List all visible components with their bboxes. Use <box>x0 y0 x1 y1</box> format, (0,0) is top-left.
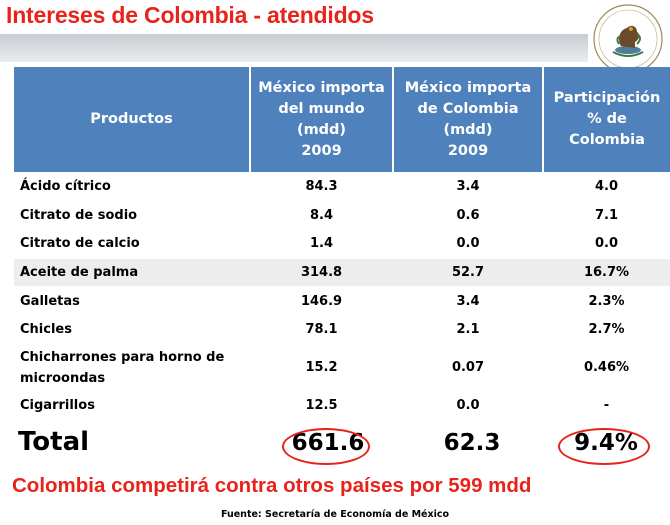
mexican-seal-icon <box>593 4 663 74</box>
colombia-value-cell: 0.0 <box>393 391 543 421</box>
colombia-value-cell: 3.4 <box>393 286 543 316</box>
world-value-cell: 12.5 <box>250 391 393 421</box>
imports-table: Productos México importa del mundo (mdd) 20… <box>14 67 670 421</box>
table-row: Aceite de palma 314.8 52.7 16.7% <box>14 258 670 288</box>
colombia-value-cell: 52.7 <box>393 258 543 288</box>
colombia-value-cell: 0.07 <box>393 344 543 392</box>
product-cell: Chicharrones para horno de microondas <box>14 344 250 392</box>
highlight-circle-world-total <box>282 428 370 465</box>
product-cell: Citrato de calcio <box>14 229 250 259</box>
world-value-cell: 78.1 <box>250 315 393 345</box>
world-value-cell: 84.3 <box>250 172 393 202</box>
table-row: Cigarrillos 12.5 0.0 - <box>14 391 670 421</box>
product-cell: Cigarrillos <box>14 391 250 421</box>
title-band <box>0 34 588 62</box>
total-colombia-value: 62.3 <box>443 430 501 456</box>
share-value-cell: - <box>543 391 670 421</box>
header-colombia-imports: México importa de Colombia (mdd) 2009 <box>393 67 544 172</box>
table-row: Chicharrones para horno de microondas 15… <box>14 344 670 392</box>
highlight-statement: Colombia competirá contra otros países p… <box>12 474 532 497</box>
total-label: Total <box>18 427 90 457</box>
source-note: Fuente: Secretaría de Economía de México <box>220 509 450 520</box>
share-value-cell: 16.7% <box>543 258 670 288</box>
header-products: Productos <box>14 67 251 172</box>
table-row: Citrato de sodio 8.4 0.6 7.1 <box>14 200 670 230</box>
product-cell: Citrato de sodio <box>14 200 250 230</box>
world-value-cell: 314.8 <box>250 258 393 288</box>
table-row: Chicles 78.1 2.1 2.7% <box>14 315 670 345</box>
share-value-cell: 2.7% <box>543 315 670 345</box>
table-header-row: Productos México importa del mundo (mdd) 20… <box>14 67 670 172</box>
header-colombia-share: Participación% de Colombia <box>543 67 670 172</box>
share-value-cell: 0.0 <box>543 229 670 259</box>
header-world-imports: México importa del mundo (mdd) 2009 <box>250 67 394 172</box>
slide-title: Intereses de Colombia - atendidos <box>6 2 374 28</box>
world-value-cell: 1.4 <box>250 229 393 259</box>
product-cell: Chicles <box>14 315 250 345</box>
share-value-cell: 2.3% <box>543 286 670 316</box>
table-row: Galletas 146.9 3.4 2.3% <box>14 286 670 316</box>
share-value-cell: 0.46% <box>543 344 670 392</box>
world-value-cell: 146.9 <box>250 286 393 316</box>
share-value-cell: 7.1 <box>543 200 670 230</box>
world-value-cell: 15.2 <box>250 344 393 392</box>
table-row: Citrato de calcio 1.4 0.0 0.0 <box>14 229 670 259</box>
product-cell: Galletas <box>14 286 250 316</box>
world-value-cell: 8.4 <box>250 200 393 230</box>
share-value-cell: 4.0 <box>543 172 670 202</box>
table-row: Ácido cítrico 84.3 3.4 4.0 <box>14 172 670 202</box>
product-cell: Aceite de palma <box>14 258 250 288</box>
colombia-value-cell: 3.4 <box>393 172 543 202</box>
colombia-value-cell: 2.1 <box>393 315 543 345</box>
highlight-circle-share-total <box>558 428 650 465</box>
product-cell: Ácido cítrico <box>14 172 250 202</box>
colombia-value-cell: 0.0 <box>393 229 543 259</box>
colombia-value-cell: 0.6 <box>393 200 543 230</box>
